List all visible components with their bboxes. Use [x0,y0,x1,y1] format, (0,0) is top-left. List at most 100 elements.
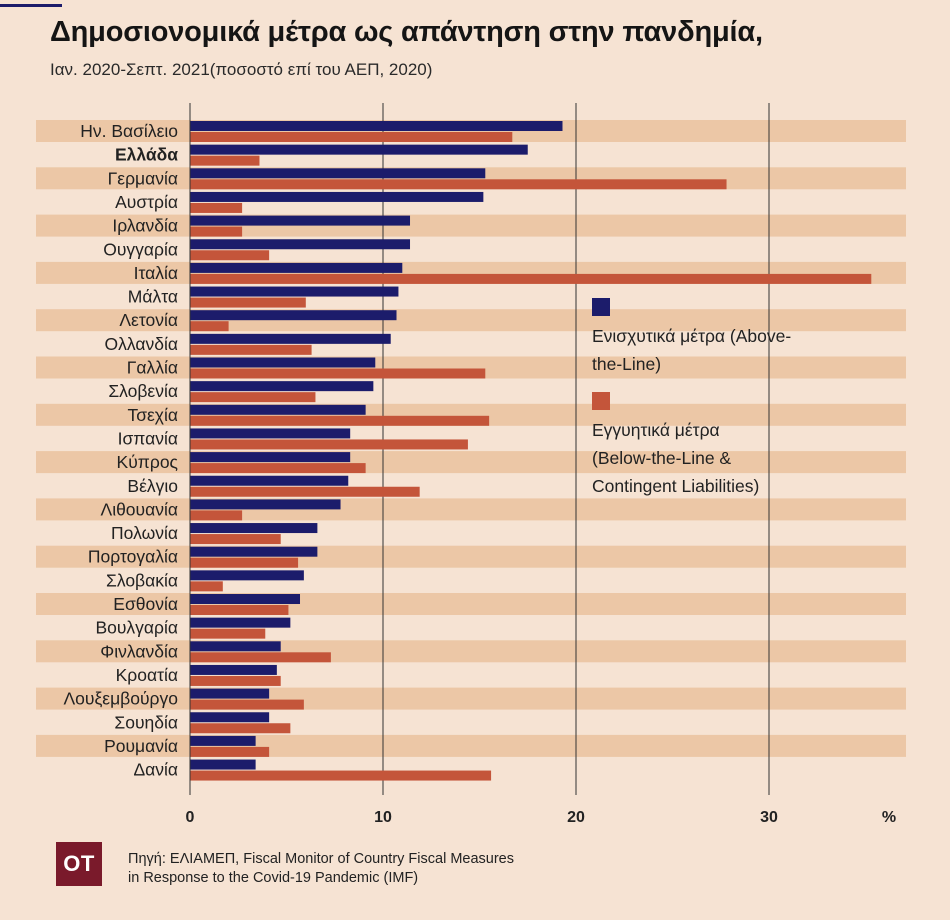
bar-below-line [190,605,289,615]
bar-below-line [190,321,229,332]
bar-below-line [190,273,872,284]
publisher-logo: OT [56,842,102,886]
source-line-1: Πηγή: ΕΛΙΑΜΕΠ, Fiscal Monitor of Country… [128,851,514,867]
legend-label-below-line-1: Εγγυητικά μέτρα [592,420,720,440]
bar-above-line [190,475,349,486]
bar-below-line [190,392,316,403]
source-note: Πηγή: ΕΛΙΑΜΕΠ, Fiscal Monitor of Country… [128,850,514,888]
bar-above-line [190,499,341,510]
legend-swatch-below-line [592,392,610,410]
category-label: Αυστρία [115,192,178,212]
bar-above-line [190,452,351,463]
bar-below-line [190,250,270,261]
bar-above-line [190,688,270,699]
source-line-2: in Response to the Covid-19 Pandemic (IM… [128,870,419,886]
bar-above-line [190,121,563,131]
bar-above-line [190,546,318,557]
bar-below-line [190,510,243,521]
bar-above-line [190,759,256,770]
category-label: Δανία [133,760,178,780]
category-label: Γαλλία [127,358,178,378]
bar-above-line [190,286,399,297]
bar-below-line [190,202,243,213]
category-label: Βουλγαρία [95,618,178,638]
bar-below-line [190,415,490,426]
x-tick-label: 0 [186,809,195,826]
bar-below-line [190,652,331,663]
category-label: Φινλανδία [100,641,178,661]
bar-above-line [190,664,277,675]
bar-above-line [190,641,281,652]
bar-below-line [190,770,492,781]
bar-above-line [190,381,374,392]
chart-subtitle: Ιαν. 2020-Σεπτ. 2021(ποσοστό επί του ΑΕΠ… [50,60,433,79]
category-label: Λιθουανία [101,499,179,519]
bar-below-line [190,463,366,474]
category-label: Σλοβενία [108,381,178,401]
bar-below-line [190,557,299,568]
x-tick-label: 30 [760,809,778,826]
x-tick-label: 10 [374,809,392,826]
category-label: Ην. Βασίλειο [80,121,178,141]
category-label: Ισπανία [118,428,178,448]
category-label: Μάλτα [128,287,178,307]
bar-below-line [190,439,468,450]
bar-below-line [190,723,291,734]
category-label: Πορτογαλία [88,547,178,567]
category-label: Ρουμανία [104,736,178,756]
bar-below-line [190,179,727,190]
category-label: Κροατία [116,665,178,685]
category-label: Ουγγαρία [103,239,178,259]
bar-above-line [190,428,351,439]
bar-below-line [190,297,306,308]
bar-below-line [190,581,223,592]
bar-above-line [190,144,528,155]
bar-above-line [190,617,291,628]
category-label: Κύπρος [117,452,178,472]
bar-below-line [190,675,281,686]
bar-below-line [190,155,260,166]
category-label: Λετονία [119,310,178,330]
bar-above-line [190,310,397,321]
x-unit-label: % [882,809,896,826]
category-label: Ιταλία [134,263,178,283]
category-label: Ολλανδία [105,334,178,354]
legend: Ενισχυτικά μέτρα (Above-the-Line) Εγγυητ… [592,298,812,500]
category-label: Ιρλανδία [112,216,178,236]
category-label: Σλοβακία [106,570,178,590]
bar-above-line [190,523,318,534]
legend-label-above-line: Ενισχυτικά μέτρα (Above-the-Line) [592,326,792,374]
legend-item-below-line: Εγγυητικά μέτρα (Below-the-Line & Contin… [592,392,812,500]
bar-below-line [190,344,312,355]
legend-label-below-line-3: Contingent Liabilities) [592,476,760,496]
category-label: Τσεχία [127,405,178,425]
bar-below-line [190,628,266,639]
category-label: Πολωνία [111,523,178,543]
category-label: Ελλάδα [115,145,178,165]
bar-above-line [190,239,411,250]
bar-above-line [190,357,376,368]
bar-above-line [190,735,256,746]
category-label: Εσθονία [113,594,178,614]
category-label: Σουηδία [114,712,178,732]
top-accent-rule [0,4,62,7]
bar-below-line [190,699,304,710]
legend-swatch-above-line [592,298,610,316]
bar-below-line [190,534,281,545]
bar-above-line [190,215,411,226]
category-label: Βέλγιο [127,476,178,496]
bar-above-line [190,404,366,415]
bar-above-line [190,594,301,604]
chart-title: Δημοσιονομικά μέτρα ως απάντηση στην παν… [50,16,763,48]
x-tick-label: 20 [567,809,585,826]
bar-below-line [190,368,486,379]
category-label: Γερμανία [108,168,178,188]
bar-above-line [190,168,486,179]
bar-above-line [190,570,304,581]
category-label: Λουξεμβούργο [63,689,178,709]
bar-above-line [190,262,403,273]
bar-below-line [190,486,420,497]
legend-item-above-line: Ενισχυτικά μέτρα (Above-the-Line) [592,298,812,378]
bar-below-line [190,746,270,757]
